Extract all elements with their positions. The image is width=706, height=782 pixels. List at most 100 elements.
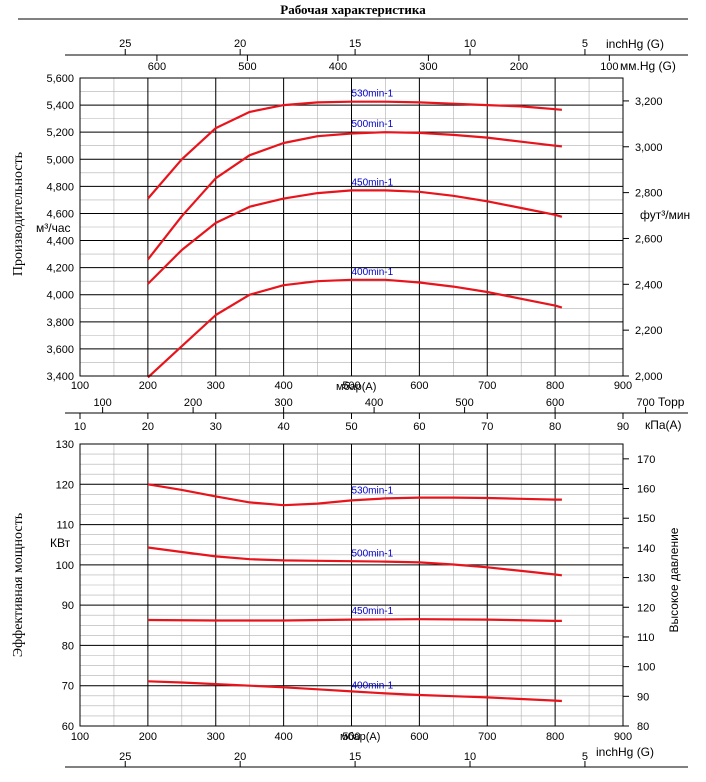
y-tick-label: 120 (56, 479, 74, 491)
y-tick-label: 130 (56, 439, 74, 451)
torr-tick-label: 500 (455, 397, 473, 409)
mmhg-tick-label: 100 (600, 61, 618, 73)
series-line (147, 680, 562, 703)
capacity-plot-frame (79, 77, 624, 377)
mbar-tick-label: 400 (274, 380, 292, 392)
y2-tick-label: 2,400 (635, 279, 663, 291)
mbar-tick-label: 900 (614, 380, 632, 392)
y2-tick-label: 130 (637, 573, 655, 585)
y-tick-label: 5,200 (46, 127, 74, 139)
mbar-tick-label: 300 (207, 380, 225, 392)
page-title: Рабочая характеристика (280, 2, 426, 17)
mbar-tick-label: 700 (478, 731, 496, 743)
series-label: 400min-1 (352, 680, 394, 691)
y-tick-label: 4,200 (46, 263, 74, 275)
y2-tick-label: 100 (637, 662, 655, 674)
inchhg-scale-bottom: 25 20 15 10 5 (119, 751, 588, 767)
inchhg-tick-label: 5 (582, 38, 588, 50)
mbar-tick-label: 700 (478, 380, 496, 392)
ft3min-unit: фут³/мин (640, 208, 690, 222)
mbar-tick-label: 600 (410, 380, 428, 392)
mbar-tick-label: 300 (207, 731, 225, 743)
pressure-y-ticks: 80 90 100 110 120 130 140 150 160 170 (623, 454, 655, 733)
y-tick-label: 3,400 (46, 371, 74, 383)
kpa-tick-label: 40 (278, 421, 290, 433)
capacity-grid (80, 78, 623, 376)
series-line (147, 483, 562, 507)
mmhg-tick-label: 200 (510, 61, 528, 73)
kpa-scale: 10 20 30 40 50 60 70 80 90 (74, 413, 629, 433)
y2-tick-label: 80 (637, 721, 649, 733)
mbar-tick-label: 100 (71, 380, 89, 392)
y2-tick-label: 120 (637, 602, 655, 614)
kpa-tick-label: 90 (617, 421, 629, 433)
mmhg-tick-label: 300 (419, 61, 437, 73)
kpa-tick-label: 60 (413, 421, 425, 433)
mbar-tick-label: 600 (410, 731, 428, 743)
y2-tick-label: 110 (637, 632, 655, 644)
y2-tick-label: 140 (637, 543, 655, 555)
series-label: 400min-1 (352, 267, 394, 278)
mmhg-tick-label: 500 (238, 61, 256, 73)
inchhg-tick-label: 20 (234, 38, 246, 50)
power-curves: 530min-1 500min-1 450min-1 400min-1 (147, 483, 563, 703)
series-line (147, 189, 563, 285)
y2-tick-label: 2,200 (635, 325, 663, 337)
inchhg-unit-bottom: inchHg (G) (596, 745, 654, 759)
y2-tick-label: 2,000 (635, 371, 663, 383)
torr-scale: 100 200 300 400 500 600 700 (93, 397, 655, 413)
y-tick-label: 4,600 (46, 208, 74, 220)
ft3min-y-ticks: 2,000 2,200 2,400 2,600 2,800 3,000 3,200 (623, 96, 663, 383)
capacity-curves: 530min-1 500min-1 450min-1 400min-1 (147, 89, 563, 379)
series-line (147, 546, 563, 577)
kpa-tick-label: 20 (142, 421, 154, 433)
kpa-tick-label: 30 (210, 421, 222, 433)
y-tick-label: 3,600 (46, 344, 74, 356)
torr-tick-label: 400 (365, 397, 383, 409)
y2-tick-label: 160 (637, 484, 655, 496)
mbar-tick-label: 400 (274, 731, 292, 743)
kpa-unit: кПа(А) (645, 418, 682, 432)
mbar-unit-middle: мбар(А) (336, 381, 376, 393)
inchhg-scale-top: 25 20 15 10 5 (119, 38, 588, 55)
capacity-y-ticks: 3,400 3,600 3,800 4,000 4,200 4,400 4,600 4,800… (46, 73, 74, 383)
mmhg-unit: мм.Hg (G) (620, 59, 676, 73)
torr-tick-label: 600 (546, 397, 564, 409)
y-tick-label: 60 (62, 721, 74, 733)
torr-tick-label: 300 (274, 397, 292, 409)
mbar-tick-label: 200 (139, 380, 157, 392)
inchhg-tick-label: 5 (582, 751, 588, 763)
series-label: 530min-1 (352, 89, 394, 100)
inchhg-tick-label: 10 (464, 751, 476, 763)
y-tick-label: 4,800 (46, 181, 74, 193)
y2-tick-label: 3,000 (635, 142, 663, 154)
mbar-tick-label: 800 (546, 380, 564, 392)
power-unit: КВт (50, 536, 71, 550)
kpa-tick-label: 10 (74, 421, 86, 433)
kpa-tick-label: 80 (549, 421, 561, 433)
mmhg-tick-label: 600 (148, 61, 166, 73)
y2-tick-label: 2,600 (635, 233, 663, 245)
inchhg-tick-label: 20 (234, 751, 246, 763)
power-axis-title: Эффективная мощность (11, 513, 26, 657)
y-tick-label: 80 (62, 640, 74, 652)
y-tick-label: 3,800 (46, 317, 74, 329)
torr-tick-label: 100 (93, 397, 111, 409)
capacity-unit: м³/час (36, 221, 71, 235)
mmhg-tick-label: 400 (329, 61, 347, 73)
y2-tick-label: 150 (637, 513, 655, 525)
series-label: 500min-1 (352, 119, 394, 130)
y-tick-label: 110 (56, 520, 74, 532)
mbar-tick-label: 800 (546, 731, 564, 743)
mmhg-scale: 600 500 400 300 200 100 (148, 55, 619, 73)
mbar-tick-label: 500 (342, 731, 360, 743)
inchhg-tick-label: 15 (349, 751, 361, 763)
y-tick-label: 5,400 (46, 100, 74, 112)
mbar-scale-middle: 100 200 300 400 500 600 700 800 900 (71, 380, 632, 392)
mbar-tick-label: 900 (614, 731, 632, 743)
series-label: 530min-1 (352, 485, 394, 496)
y2-tick-label: 170 (637, 454, 655, 466)
y2-tick-label: 2,800 (635, 188, 663, 200)
mbar-tick-label: 100 (71, 731, 89, 743)
mbar-scale-bottom: 100 200 300 400 500 600 700 800 900 (71, 731, 632, 743)
